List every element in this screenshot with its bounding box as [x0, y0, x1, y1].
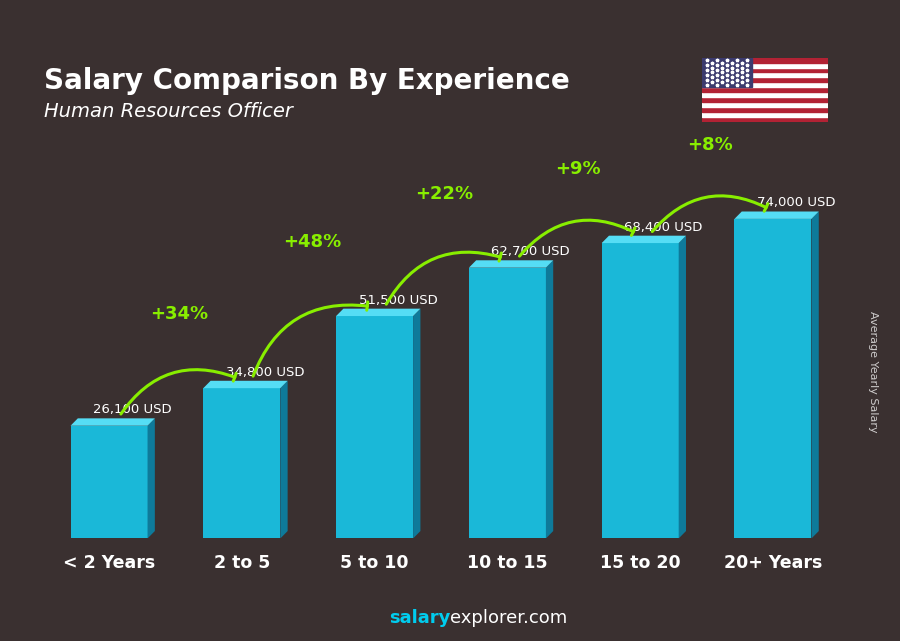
- Polygon shape: [336, 316, 413, 538]
- Bar: [702, 63, 828, 67]
- Bar: [702, 58, 828, 63]
- Text: +9%: +9%: [554, 160, 600, 178]
- Bar: [702, 87, 828, 92]
- Polygon shape: [336, 309, 420, 316]
- Polygon shape: [602, 243, 679, 538]
- Polygon shape: [280, 381, 288, 538]
- Text: Salary Comparison By Experience: Salary Comparison By Experience: [44, 67, 570, 95]
- Bar: [702, 82, 828, 87]
- Polygon shape: [413, 309, 420, 538]
- Bar: [702, 107, 828, 112]
- Bar: [702, 58, 752, 87]
- Polygon shape: [734, 212, 819, 219]
- Bar: [702, 92, 828, 97]
- Polygon shape: [469, 268, 546, 538]
- Polygon shape: [70, 419, 155, 426]
- Text: 68,400 USD: 68,400 USD: [625, 221, 703, 233]
- Polygon shape: [679, 236, 686, 538]
- Bar: [702, 97, 828, 102]
- Polygon shape: [602, 236, 686, 243]
- Text: +8%: +8%: [688, 136, 734, 154]
- Text: Average Yearly Salary: Average Yearly Salary: [868, 311, 878, 433]
- Polygon shape: [70, 426, 148, 538]
- Bar: [702, 67, 828, 72]
- Bar: [702, 117, 828, 122]
- Polygon shape: [203, 388, 280, 538]
- Text: explorer.com: explorer.com: [450, 609, 567, 627]
- Text: +34%: +34%: [150, 305, 208, 323]
- Text: +48%: +48%: [283, 233, 341, 251]
- Polygon shape: [469, 260, 554, 268]
- Polygon shape: [203, 381, 288, 388]
- Bar: [702, 72, 828, 78]
- Text: 26,100 USD: 26,100 USD: [93, 403, 172, 416]
- Polygon shape: [148, 419, 155, 538]
- Polygon shape: [734, 219, 812, 538]
- Bar: [702, 102, 828, 107]
- Text: +22%: +22%: [416, 185, 473, 203]
- Text: 74,000 USD: 74,000 USD: [757, 196, 835, 210]
- Text: 62,700 USD: 62,700 USD: [491, 246, 570, 258]
- Text: 51,500 USD: 51,500 USD: [359, 294, 437, 306]
- Bar: [702, 112, 828, 117]
- Polygon shape: [812, 212, 819, 538]
- Text: Human Resources Officer: Human Resources Officer: [44, 101, 293, 121]
- Text: salary: salary: [389, 609, 450, 627]
- Bar: [702, 78, 828, 82]
- Text: 34,800 USD: 34,800 USD: [226, 366, 304, 379]
- Polygon shape: [546, 260, 554, 538]
